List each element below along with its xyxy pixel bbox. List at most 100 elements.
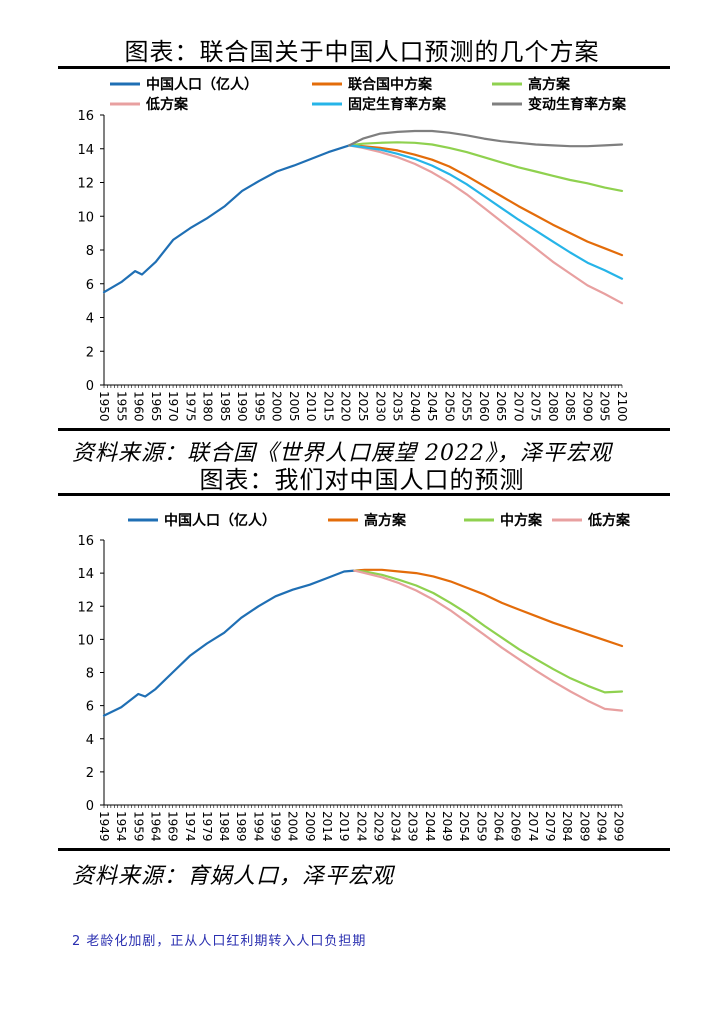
c1-xtick-label-10: 2000 — [270, 391, 284, 422]
c1-xtick-label-8: 1990 — [235, 391, 249, 422]
c2-xtick-label-23: 2064 — [492, 811, 506, 842]
c2-ytick-label-5: 10 — [77, 633, 94, 648]
c2-legend-label-3: 低方案 — [587, 512, 631, 529]
c2-xtick-label-14: 2019 — [337, 811, 351, 842]
c1-xtick-label-12: 2010 — [304, 391, 318, 422]
c2-series-line-2 — [353, 569, 624, 694]
c1-legend-label-4: 固定生育率方案 — [348, 96, 447, 113]
chart1-top-rule — [58, 66, 670, 69]
c2-legend-label-0: 中国人口（亿人） — [164, 512, 276, 529]
c1-xtick-label-6: 1980 — [201, 391, 215, 422]
c1-ytick-label-4: 8 — [86, 244, 94, 259]
c1-xtick-label-22: 2060 — [477, 391, 491, 422]
c1-legend-label-1: 联合国中方案 — [348, 76, 433, 93]
c2-xtick-label-0: 1949 — [97, 811, 111, 842]
c2-series-line-0 — [102, 569, 356, 717]
c1-xtick-label-7: 1985 — [218, 391, 232, 422]
c1-xtick-label-30: 2100 — [615, 391, 629, 422]
c2-xtick-label-6: 1979 — [200, 811, 214, 842]
c2-xtick-label-9: 1994 — [251, 811, 265, 842]
c2-ytick-label-3: 6 — [86, 700, 94, 715]
c2-xtick-label-11: 2004 — [286, 811, 300, 842]
chart1-title: 图表：联合国关于中国人口预测的几个方案 — [124, 38, 600, 66]
c2-xtick-label-18: 2039 — [406, 811, 420, 842]
c1-ytick-label-0: 0 — [86, 379, 94, 394]
c1-xtick-label-14: 2020 — [339, 391, 353, 422]
c1-xtick-label-25: 2075 — [529, 391, 543, 422]
c2-xtick-label-15: 2024 — [354, 811, 368, 842]
c1-xtick-label-15: 2025 — [356, 391, 370, 422]
c2-xtick-label-4: 1969 — [166, 811, 180, 842]
c1-series-line-5 — [348, 129, 624, 148]
c1-xtick-label-17: 2035 — [391, 391, 405, 422]
c1-ytick-label-8: 16 — [77, 109, 94, 124]
chart1-bottom-rule — [58, 428, 670, 431]
c2-series-line-1 — [353, 568, 624, 648]
c1-xtick-label-23: 2065 — [494, 391, 508, 422]
c1-xtick-label-29: 2095 — [598, 391, 612, 422]
c2-xtick-label-10: 1999 — [269, 811, 283, 842]
c1-legend-label-5: 变动生育率方案 — [528, 96, 627, 113]
c1-xtick-label-2: 1960 — [132, 391, 146, 422]
c2-ytick-label-1: 2 — [86, 766, 94, 781]
c1-series-line-0 — [102, 144, 351, 294]
c2-xtick-label-1: 1954 — [114, 811, 128, 842]
c1-legend-label-0: 中国人口（亿人） — [146, 76, 258, 93]
c1-ytick-label-5: 10 — [77, 210, 94, 225]
c2-series-line-3 — [353, 569, 624, 712]
c2-xtick-label-7: 1984 — [217, 811, 231, 842]
chart1-axes: 0 2 4 6 8 10 12 14 16 1950 1955 1960 1965 1970 1975 198… — [77, 109, 629, 422]
c1-xtick-label-28: 2090 — [580, 391, 594, 422]
c2-xtick-label-16: 2029 — [371, 811, 385, 842]
chart2-title: 图表：我们对中国人口的预测 — [199, 466, 525, 494]
c1-legend-label-2: 高方案 — [528, 76, 571, 93]
c1-ytick-label-3: 6 — [86, 278, 94, 293]
c2-xtick-label-25: 2074 — [526, 811, 540, 842]
c1-xtick-label-5: 1975 — [183, 391, 197, 422]
c2-xtick-label-29: 2094 — [594, 811, 608, 842]
c1-ytick-label-2: 4 — [86, 312, 94, 327]
chart2-axes: 0 2 4 6 8 10 12 14 16 1949 1954 1959 1964 1969 1974 197… — [77, 534, 625, 842]
c1-xtick-label-9: 1995 — [252, 391, 266, 422]
c2-ytick-label-8: 16 — [77, 534, 94, 549]
c1-xtick-label-1: 1955 — [114, 391, 128, 422]
c1-xtick-label-24: 2070 — [511, 391, 525, 422]
c1-xtick-label-3: 1965 — [149, 391, 163, 422]
c1-series-line-4 — [348, 144, 624, 280]
chart2-bottom-rule — [58, 848, 670, 851]
c2-legend-label-2: 中方案 — [500, 512, 543, 529]
c1-ytick-label-7: 14 — [77, 143, 94, 158]
c2-xtick-label-30: 2099 — [612, 811, 626, 842]
c2-ytick-label-2: 4 — [86, 733, 94, 748]
c2-xtick-label-28: 2089 — [577, 811, 591, 842]
c1-xtick-label-0: 1950 — [97, 391, 111, 422]
c1-xtick-label-18: 2040 — [408, 391, 422, 422]
c1-xtick-label-19: 2045 — [425, 391, 439, 422]
c1-xtick-label-26: 2080 — [546, 391, 560, 422]
c1-xtick-label-4: 1970 — [166, 391, 180, 422]
c1-xtick-label-11: 2005 — [287, 391, 301, 422]
c2-xtick-label-27: 2084 — [560, 811, 574, 842]
c2-xtick-label-8: 1989 — [234, 811, 248, 842]
chart2-series — [102, 568, 624, 717]
c1-ytick-label-1: 2 — [86, 345, 94, 360]
section-footer: 2 老龄化加剧，正从人口红利期转入人口负担期 — [72, 934, 367, 949]
c2-ytick-label-4: 8 — [86, 667, 94, 682]
c1-xtick-label-21: 2055 — [460, 391, 474, 422]
c2-legend-label-1: 高方案 — [364, 512, 407, 529]
c1-series-line-2 — [348, 141, 624, 193]
chart2-source: 资料来源：育娲人口，泽平宏观 — [72, 864, 395, 889]
c1-xtick-label-13: 2015 — [321, 391, 335, 422]
c1-series-line-1 — [348, 144, 624, 257]
chart1-series — [102, 129, 624, 305]
c2-xtick-label-17: 2034 — [389, 811, 403, 842]
chart2-legend: 中国人口（亿人） 高方案 中方案 低方案 — [128, 512, 631, 529]
c1-ytick-label-6: 12 — [77, 177, 94, 192]
chart1-source: 资料来源：联合国《世界人口展望 2022》，泽平宏观 — [72, 441, 612, 466]
c2-xtick-label-5: 1974 — [183, 811, 197, 842]
c1-legend-label-3: 低方案 — [145, 96, 189, 113]
c2-xtick-label-24: 2069 — [509, 811, 523, 842]
chart2-top-rule — [58, 493, 670, 496]
